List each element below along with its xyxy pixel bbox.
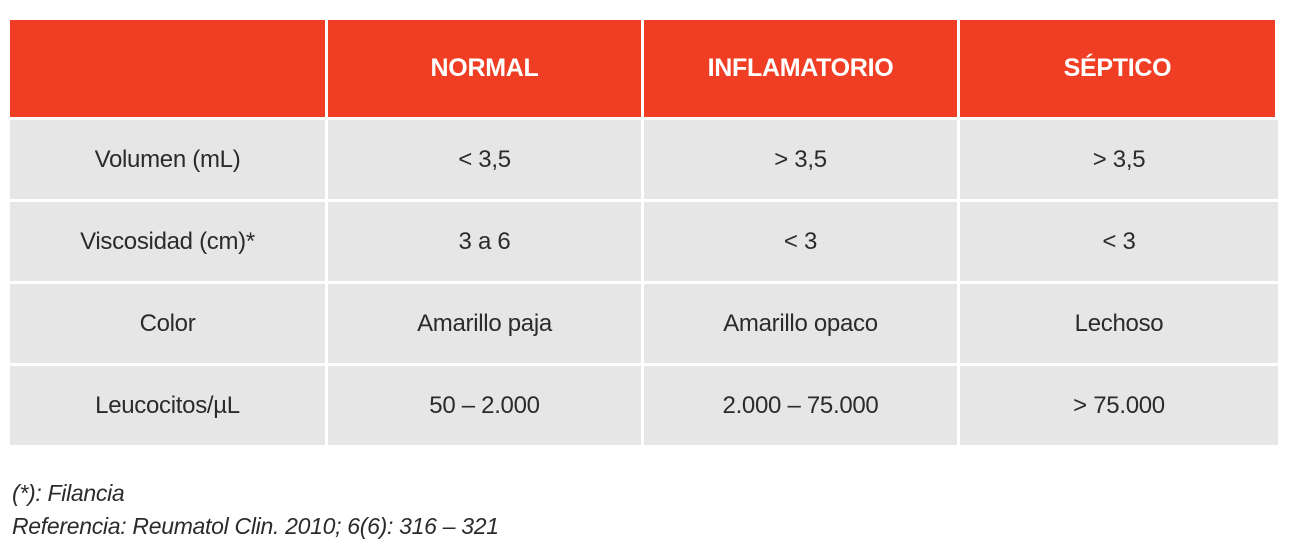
cell-leucocitos-septico: > 75.000 xyxy=(960,363,1278,445)
cell-leucocitos-inflamatorio: 2.000 – 75.000 xyxy=(644,363,960,445)
cell-viscosidad-septico: < 3 xyxy=(960,199,1278,281)
header-cell-empty xyxy=(10,20,328,117)
cell-viscosidad-inflamatorio: < 3 xyxy=(644,199,960,281)
cell-leucocitos-normal: 50 – 2.000 xyxy=(328,363,644,445)
row-label-volumen: Volumen (mL) xyxy=(10,117,328,199)
cell-volumen-inflamatorio: > 3,5 xyxy=(644,117,960,199)
cell-color-inflamatorio: Amarillo opaco xyxy=(644,281,960,363)
footnote: (*): Filancia xyxy=(12,480,125,506)
header-septico: SÉPTICO xyxy=(960,20,1278,117)
cell-viscosidad-normal: 3 a 6 xyxy=(328,199,644,281)
reference: Referencia: Reumatol Clin. 2010; 6(6): 3… xyxy=(12,513,499,539)
cell-color-septico: Lechoso xyxy=(960,281,1278,363)
cell-volumen-septico: > 3,5 xyxy=(960,117,1278,199)
header-normal: NORMAL xyxy=(328,20,644,117)
row-label-viscosidad: Viscosidad (cm)* xyxy=(10,199,328,281)
table-notes: (*): Filancia Referencia: Reumatol Clin.… xyxy=(12,477,499,543)
cell-color-normal: Amarillo paja xyxy=(328,281,644,363)
cell-volumen-normal: < 3,5 xyxy=(328,117,644,199)
row-label-leucocitos: Leucocitos/µL xyxy=(10,363,328,445)
header-inflamatorio: INFLAMATORIO xyxy=(644,20,960,117)
synovial-fluid-table: NORMAL INFLAMATORIO SÉPTICO Volumen (mL)… xyxy=(10,20,1278,445)
row-label-color: Color xyxy=(10,281,328,363)
